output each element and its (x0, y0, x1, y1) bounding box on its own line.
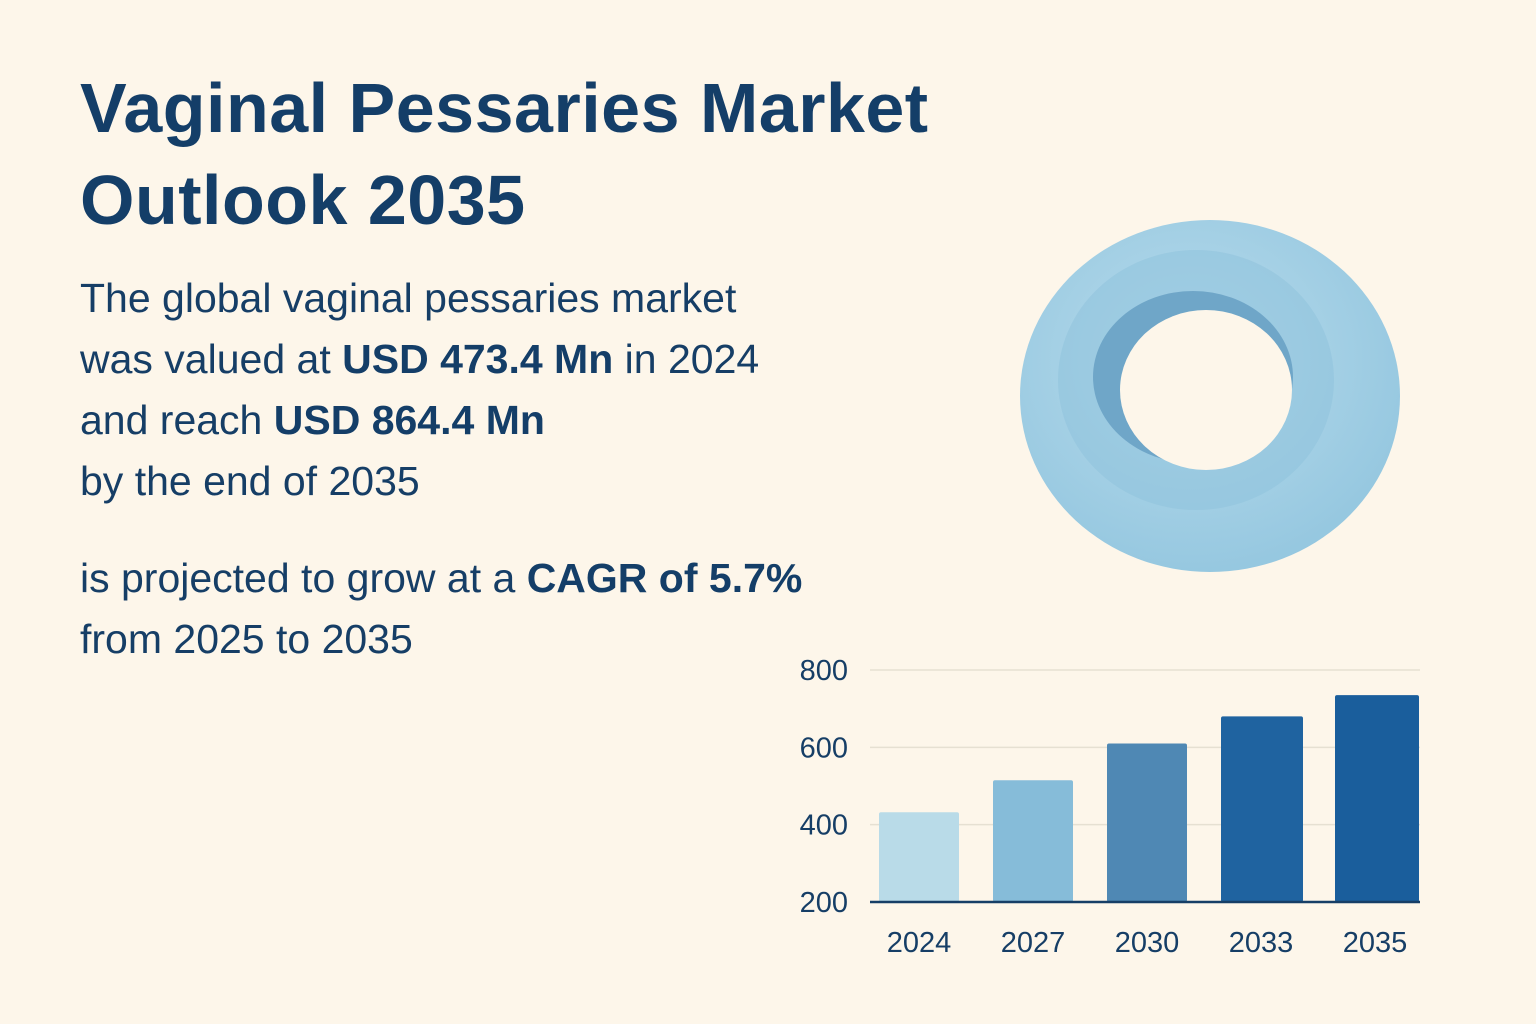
description-line-2-prefix: was valued at (80, 336, 343, 382)
growth-line-1: is projected to grow at a CAGR of 5.7% (80, 548, 940, 609)
description-line-4: by the end of 2035 (80, 458, 420, 504)
title-line-2: Outlook 2035 (80, 161, 526, 239)
x-tick-label: 2030 (1115, 927, 1180, 959)
cagr-value: CAGR of 5.7% (526, 555, 803, 601)
y-tick-label: 800 (800, 655, 848, 687)
description-line-2-suffix: in 2024 (613, 336, 760, 382)
y-tick-label: 600 (800, 732, 848, 764)
market-description: The global vaginal pessaries market was … (80, 268, 900, 512)
bar-2033 (1221, 716, 1303, 902)
bar-2035 (1335, 695, 1419, 902)
title-line-1: Vaginal Pessaries Market (80, 69, 929, 147)
pessary-ring-icon (1020, 220, 1400, 572)
description-line-3-prefix: and reach (80, 397, 274, 443)
x-axis-ticks: 2024 2027 2030 2033 2035 (887, 927, 1408, 959)
value-2035: USD 864.4 Mn (273, 397, 545, 443)
page-title: Vaginal Pessaries Market Outlook 2035 (80, 62, 1080, 246)
x-tick-label: 2035 (1343, 927, 1408, 959)
growth-statement: is projected to grow at a CAGR of 5.7% f… (80, 548, 940, 670)
value-2024: USD 473.4 Mn (342, 336, 614, 382)
bar-2024 (879, 812, 959, 902)
market-bar-chart: 800 600 400 200 2024 2027 2030 2033 2035 (800, 655, 1420, 959)
description-line-2: was valued at USD 473.4 Mn in 2024 (80, 329, 900, 390)
growth-line-1-prefix: is projected to grow at a (80, 555, 527, 601)
x-tick-label: 2027 (1001, 927, 1066, 959)
description-line-1: The global vaginal pessaries market (80, 275, 737, 321)
bar-layer (879, 695, 1419, 902)
y-tick-label: 400 (800, 810, 848, 842)
y-tick-label: 200 (800, 887, 848, 919)
bar-2027 (993, 780, 1073, 902)
x-tick-label: 2024 (887, 927, 952, 959)
x-tick-label: 2033 (1229, 927, 1294, 959)
ring-hole (1120, 310, 1292, 470)
growth-line-2: from 2025 to 2035 (80, 616, 413, 662)
description-line-3: and reach USD 864.4 Mn (80, 390, 900, 451)
y-axis-ticks: 800 600 400 200 (800, 655, 848, 919)
bar-2030 (1107, 743, 1187, 902)
